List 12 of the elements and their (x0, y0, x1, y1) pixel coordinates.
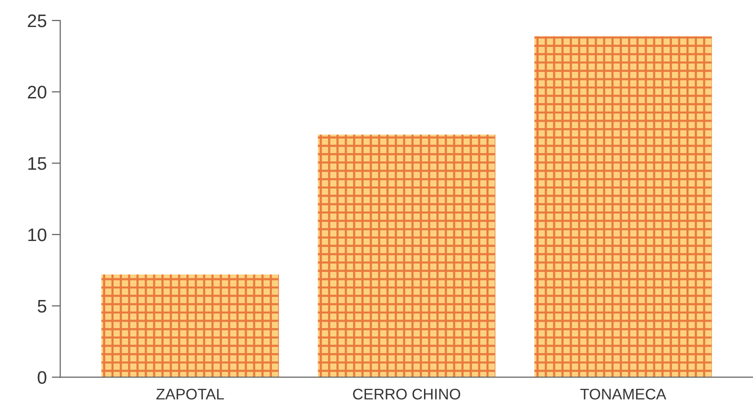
bar (101, 274, 279, 378)
y-tick-label: 10 (28, 228, 46, 242)
y-tick-label: 25 (28, 14, 46, 28)
bar (318, 134, 496, 378)
y-tick-label: 0 (38, 371, 46, 384)
x-tick-label: ZAPOTAL (156, 388, 224, 400)
x-tick-label: CERRO CHINO (353, 388, 460, 400)
bar (534, 36, 712, 378)
y-tick-label: 15 (28, 157, 46, 170)
y-tick-label: 5 (38, 300, 46, 313)
x-tick-label: TONAMECA (580, 388, 666, 400)
y-tick-label: 20 (28, 86, 46, 99)
